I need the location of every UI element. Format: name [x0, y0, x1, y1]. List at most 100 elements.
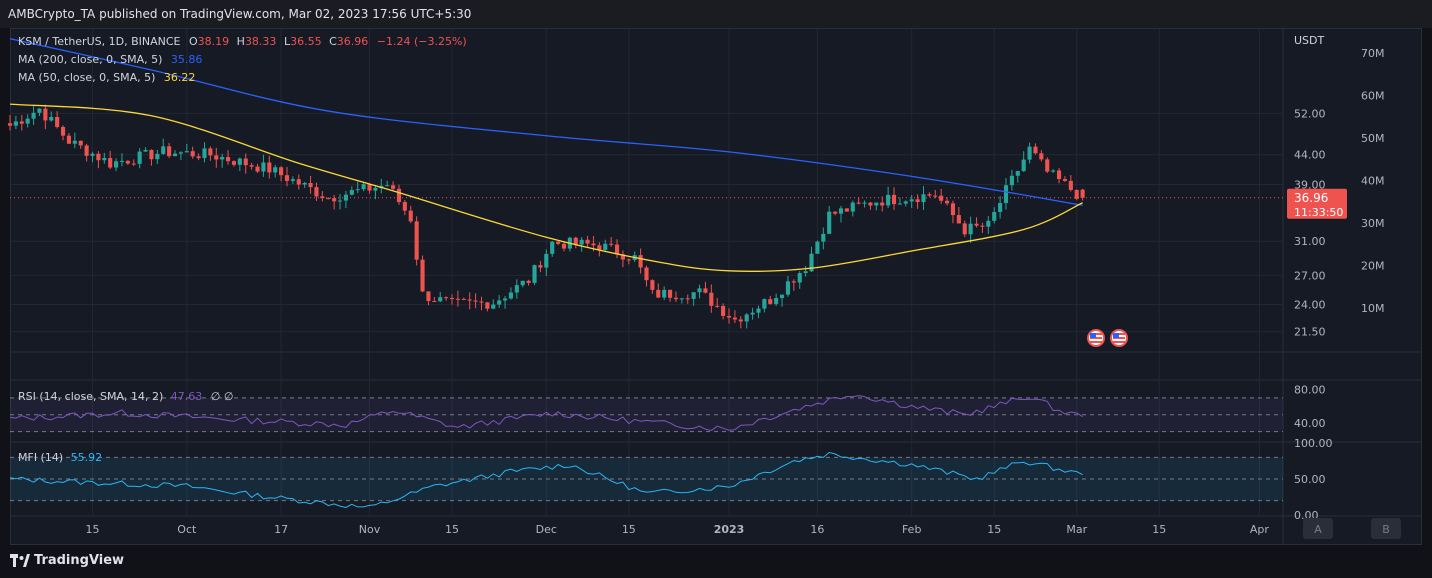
candle-body	[249, 165, 254, 167]
candle-body	[237, 158, 242, 165]
candle-body	[797, 273, 802, 283]
candle-body	[243, 158, 248, 166]
mfi-tick-label: 50.00	[1294, 473, 1326, 486]
candle-body	[544, 253, 549, 268]
legend-symbol[interactable]: KSM / TetherUS, 1D, BINANCE O38.19 H38.3…	[18, 35, 467, 48]
candle-body	[349, 190, 354, 195]
candle-body	[125, 160, 130, 164]
candle-body	[267, 162, 272, 173]
candle-body	[296, 179, 301, 185]
volume-tick-label: 40M	[1361, 175, 1385, 188]
publish-title: AMBCrypto_TA published on TradingView.co…	[8, 7, 472, 21]
price-tick-label: 21.50	[1294, 326, 1326, 339]
legend-ma200[interactable]: MA (200, close, 0, SMA, 5) 35.86	[18, 53, 202, 66]
candle-body	[497, 300, 502, 305]
candle-body	[573, 237, 578, 245]
candle-body	[167, 146, 172, 157]
candle-body	[827, 211, 832, 234]
rsi-value: 47.63	[171, 390, 203, 403]
candle-body	[1003, 185, 1009, 204]
candle-body	[273, 167, 278, 173]
chart-frame[interactable]	[10, 28, 1422, 545]
candle-body	[685, 298, 690, 300]
us-flag-icon[interactable]	[1087, 329, 1105, 347]
candle-body	[992, 211, 997, 221]
candle-body	[408, 210, 413, 222]
candle-body	[732, 317, 737, 320]
price-tick-label: 27.00	[1294, 269, 1326, 282]
candle-body	[184, 151, 189, 153]
candle-body	[968, 223, 973, 235]
legend-mfi[interactable]: MFI (14) 55.92	[18, 451, 102, 464]
candle-body	[774, 298, 779, 304]
legend-ma50[interactable]: MA (50, close, 0, SMA, 5) 36.22	[18, 71, 195, 84]
candle-body	[396, 188, 402, 203]
low-value: 36.55	[290, 35, 322, 48]
compare-b-button[interactable]: B	[1371, 518, 1401, 539]
candle-body	[508, 292, 514, 299]
candle-body	[308, 182, 313, 188]
candle-body	[108, 157, 113, 168]
candle-body	[903, 201, 908, 204]
last-price-tag: 36.96 11:33:50	[1287, 188, 1347, 219]
candle-body	[897, 203, 902, 205]
compare-b-label: B	[1382, 523, 1390, 536]
candle-body	[31, 112, 36, 119]
candle-body	[202, 148, 207, 159]
tradingview-logo-icon	[10, 554, 30, 567]
candle-body	[591, 243, 596, 246]
candle-body	[1080, 189, 1085, 198]
candle-body	[744, 314, 749, 322]
candle-body	[980, 225, 985, 227]
candle-body	[420, 259, 425, 292]
candle-body	[326, 198, 331, 200]
high-label: H	[237, 35, 245, 48]
candle-body	[1021, 159, 1026, 172]
us-flag-icon[interactable]	[1110, 329, 1128, 347]
legend-rsi[interactable]: RSI (14, close, SMA, 14, 2) 47.63 ∅ ∅	[18, 390, 233, 403]
time-tick-label: 15	[987, 523, 1001, 536]
candle-body	[933, 195, 938, 197]
candles	[7, 104, 1085, 329]
mfi-value: 55.92	[71, 451, 103, 464]
candle-body	[161, 146, 166, 154]
candle-body	[886, 194, 891, 206]
last-price: 36.96	[1294, 191, 1328, 205]
candle-body	[909, 199, 914, 202]
candle-body	[37, 108, 42, 113]
time-tick-label: 15	[86, 523, 100, 536]
mfi-band	[10, 457, 1283, 501]
candle-body	[862, 202, 867, 204]
candle-body	[414, 221, 419, 260]
candle-body	[332, 198, 337, 202]
candle-body	[532, 265, 537, 283]
currency-label: USDT	[1294, 34, 1325, 47]
candle-body	[514, 285, 519, 293]
candle-body	[290, 179, 295, 181]
candle-body	[620, 254, 625, 260]
candle-body	[314, 187, 319, 197]
change-value: −1.24 (−3.25%)	[377, 35, 467, 48]
ma200-label: MA (200, close, 0, SMA, 5)	[18, 53, 162, 66]
ma200-line	[10, 37, 1083, 206]
rsi-label: RSI (14, close, SMA, 14, 2)	[18, 390, 163, 403]
candle-body	[921, 194, 926, 203]
candle-body	[196, 156, 201, 159]
candle-body	[738, 319, 743, 322]
candle-body	[691, 292, 696, 299]
candle-body	[721, 305, 726, 316]
candle-body	[585, 239, 590, 244]
candle-body	[1051, 170, 1056, 172]
low-label: L	[284, 35, 291, 48]
candle-body	[697, 288, 702, 293]
candle-body	[597, 245, 602, 250]
candle-body	[502, 298, 508, 301]
candle-body	[255, 166, 260, 172]
candle-body	[998, 203, 1003, 212]
ma50-label: MA (50, close, 0, SMA, 5)	[18, 71, 155, 84]
compare-a-button[interactable]: A	[1303, 518, 1333, 539]
candle-body	[361, 184, 366, 190]
time-tick-label: Mar	[1066, 523, 1087, 536]
candle-body	[962, 223, 967, 235]
